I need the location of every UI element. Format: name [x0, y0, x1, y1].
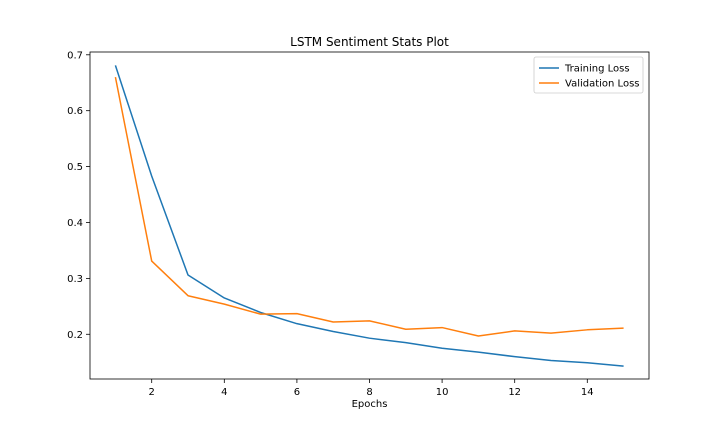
- plot-frame: [89, 51, 650, 380]
- y-tick-label: 0.4: [67, 218, 83, 229]
- series-line-validation-loss: [114, 77, 624, 337]
- y-tick-label: 0.2: [67, 330, 83, 341]
- series-lines: [114, 65, 624, 367]
- y-tick-label: 0.5: [67, 162, 83, 173]
- x-tick-label: 12: [508, 387, 521, 398]
- legend-label: Validation Loss: [565, 79, 640, 90]
- legend: Training Loss Validation Loss: [533, 56, 644, 94]
- axis-ticks: 2 4 6 8 10 12 14 0.2 0.3 0.4 0.5 0.6 0.7: [67, 50, 594, 398]
- y-tick-label: 0.3: [67, 274, 83, 285]
- x-axis-label: Epochs: [352, 399, 388, 410]
- chart-title: LSTM Sentiment Stats Plot: [290, 35, 449, 49]
- legend-box: [533, 56, 644, 94]
- x-tick-label: 10: [436, 387, 449, 398]
- x-tick-label: 2: [149, 387, 155, 398]
- series-line-training-loss: [114, 65, 624, 367]
- x-tick-label: 6: [294, 387, 300, 398]
- y-tick-label: 0.6: [67, 106, 83, 117]
- legend-label: Training Loss: [564, 64, 630, 75]
- x-tick-label: 8: [366, 387, 372, 398]
- x-tick-label: 14: [581, 387, 594, 398]
- y-tick-label: 0.7: [67, 50, 83, 61]
- x-tick-label: 4: [221, 387, 227, 398]
